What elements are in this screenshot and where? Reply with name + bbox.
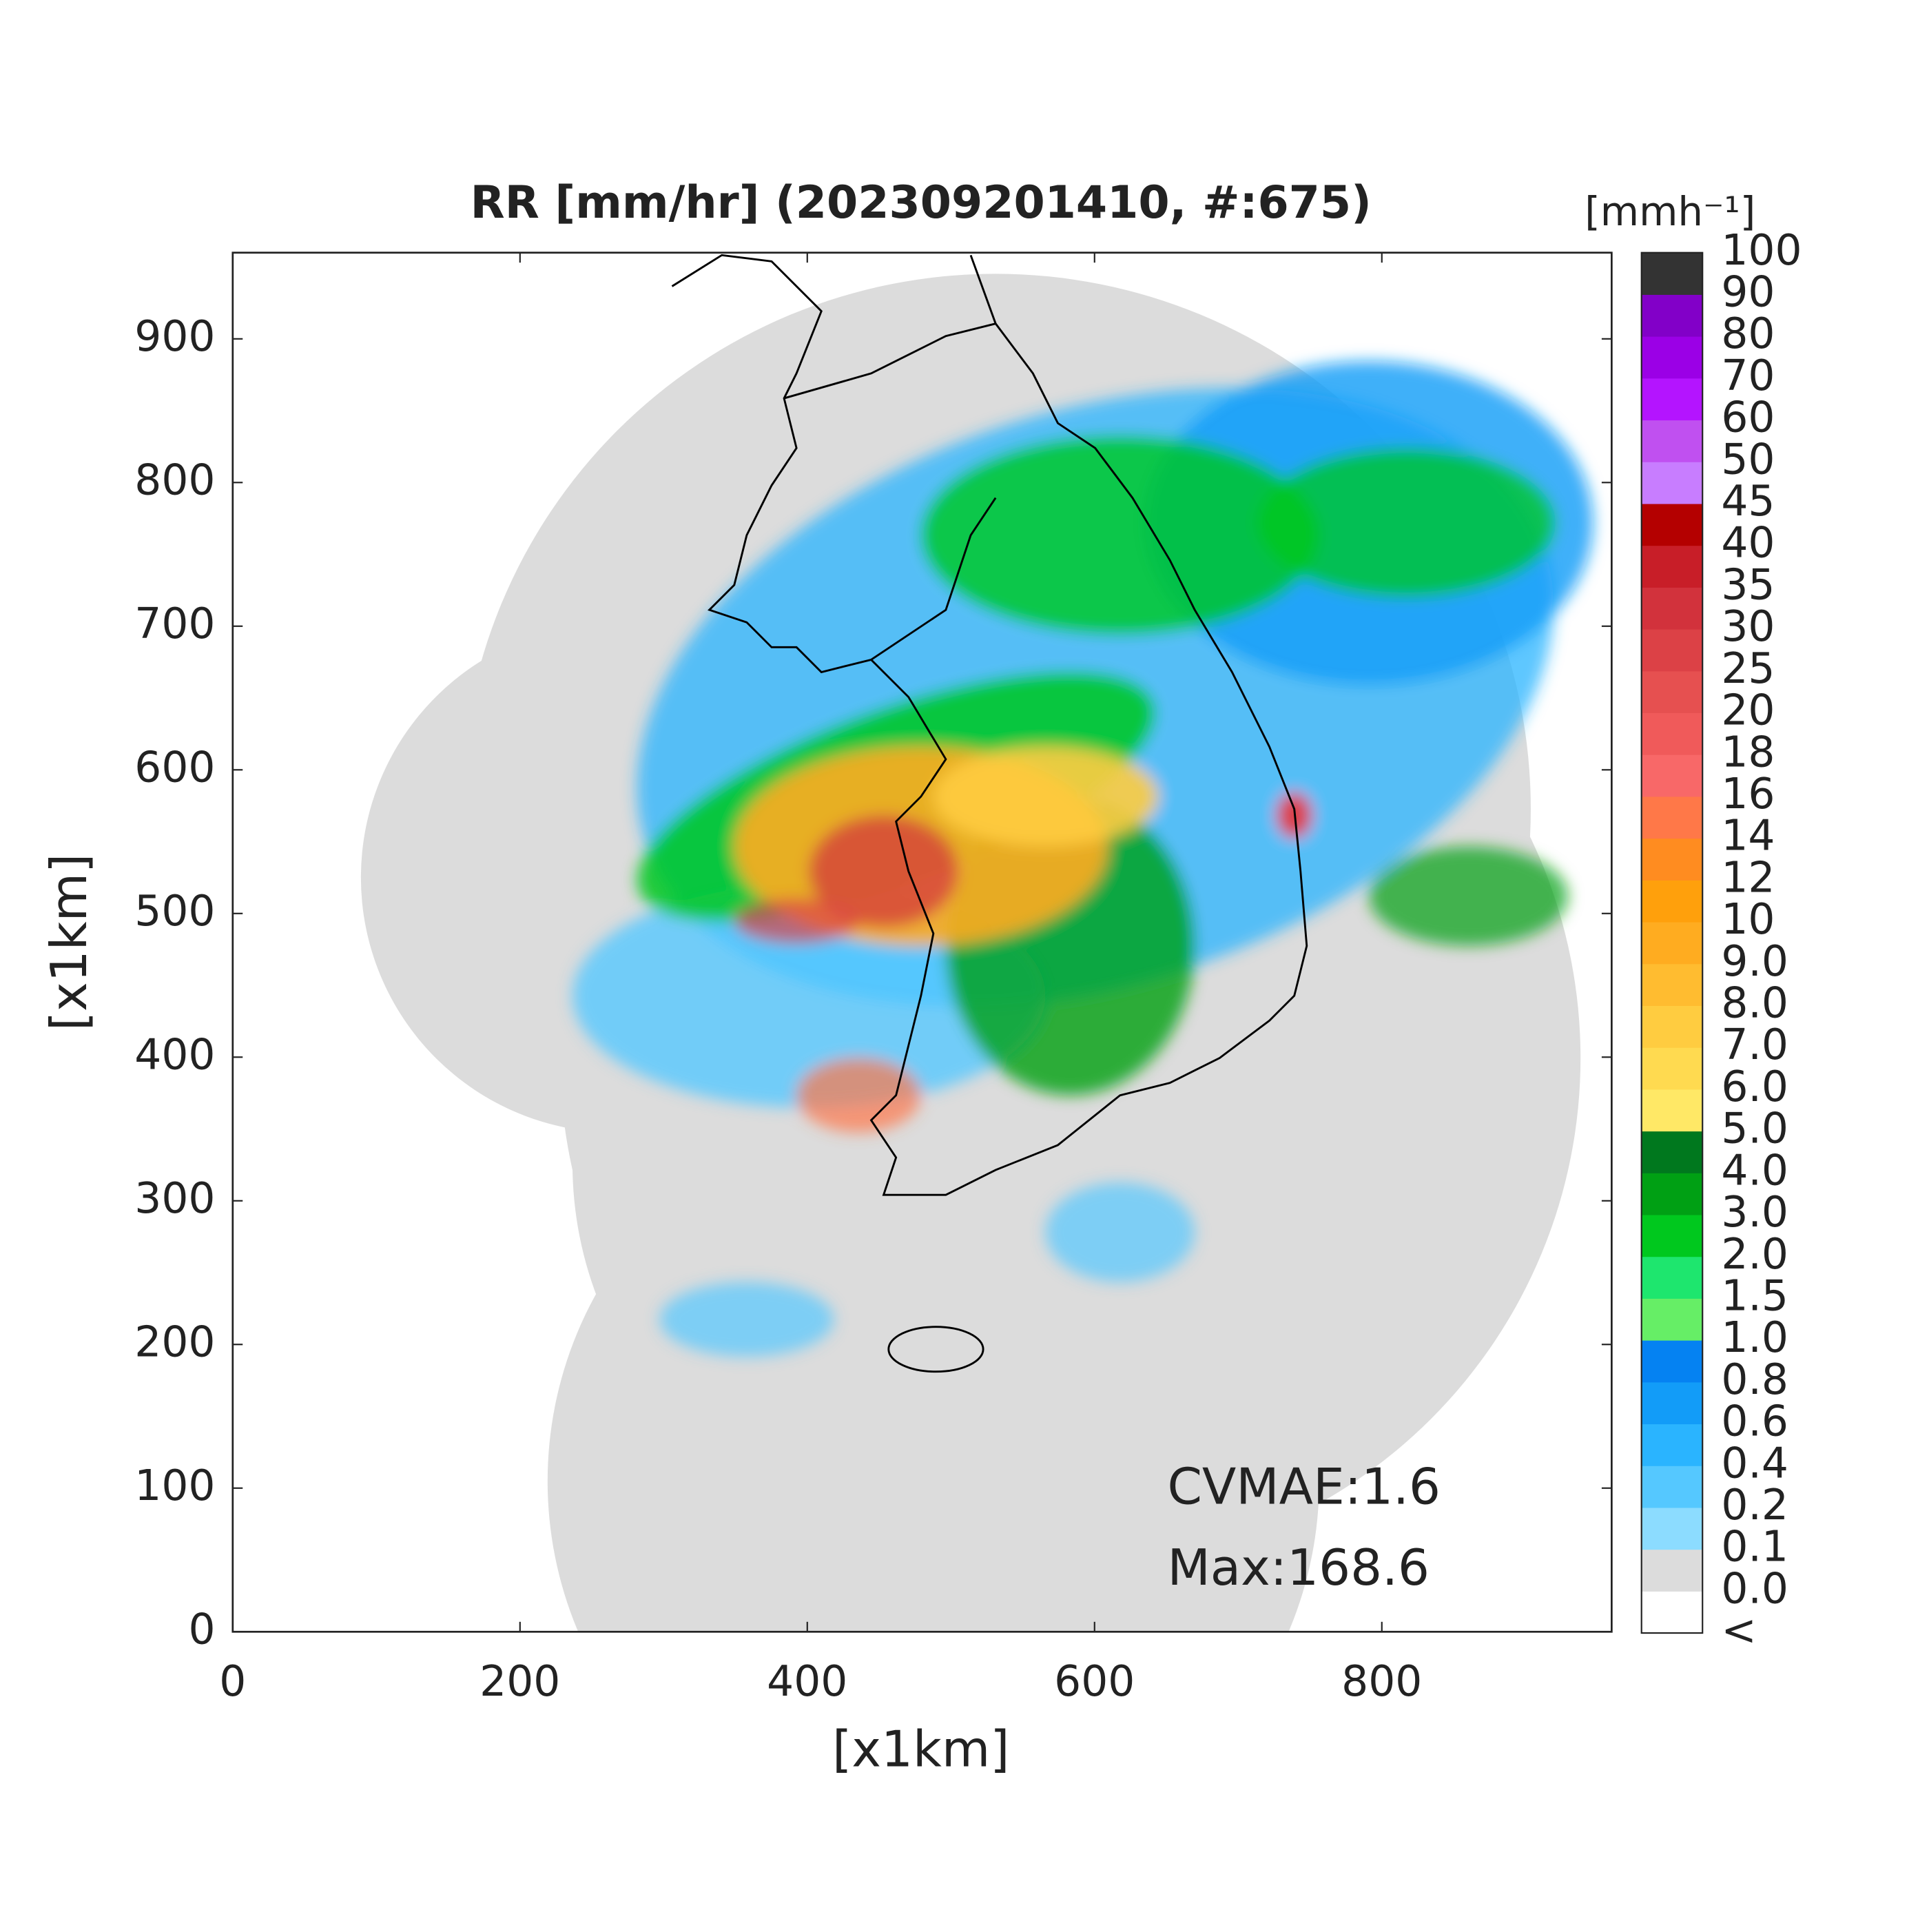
x-tick-label: 0 (219, 1657, 246, 1706)
colorbar-label: 3.0 (1721, 1188, 1788, 1237)
colorbar-label: 70 (1721, 351, 1775, 400)
colorbar-label: 0.2 (1721, 1481, 1788, 1530)
y-axis-label: [x1km] (41, 854, 99, 1031)
colorbar-label: 100 (1721, 226, 1802, 275)
colorbar-swatch (1641, 1298, 1703, 1341)
colorbar-label: 25 (1721, 644, 1775, 693)
colorbar-swatch (1641, 880, 1703, 923)
colorbar-title: [mmh⁻¹] (1585, 188, 1755, 235)
colorbar-swatch (1641, 922, 1703, 965)
colorbar-label: 0.6 (1721, 1397, 1788, 1446)
colorbar-swatch (1641, 712, 1703, 755)
colorbar-label: 40 (1721, 519, 1775, 568)
colorbar-swatch (1641, 1591, 1703, 1634)
colorbar-label: 80 (1721, 309, 1775, 358)
colorbar-label: 30 (1721, 602, 1775, 651)
colorbar-frame (1640, 251, 1704, 1634)
colorbar-label: 12 (1721, 853, 1775, 902)
colorbar-swatch (1641, 294, 1703, 337)
colorbar-swatch (1641, 1089, 1703, 1132)
y-tick-label: 700 (134, 599, 215, 648)
precipitation (572, 360, 1593, 1357)
coastline (671, 254, 1308, 1196)
annotation: CVMAE:1.6 (1167, 1458, 1441, 1516)
colorbar-swatch (1641, 754, 1703, 797)
colorbar-label: 90 (1721, 267, 1775, 316)
y-tick-label: 600 (134, 743, 215, 792)
colorbar-swatch (1641, 1466, 1703, 1508)
jeju-coastline (887, 1326, 984, 1373)
colorbar-swatch (1641, 503, 1703, 546)
colorbar-label: 10 (1721, 895, 1775, 944)
colorbar-label: 20 (1721, 686, 1775, 735)
colorbar-swatch (1641, 670, 1703, 714)
colorbar-swatch (1641, 462, 1703, 504)
y-tick-label: 400 (134, 1030, 215, 1079)
chart-title: RR [mm/hr] (202309201410, #:675) (471, 177, 1372, 229)
y-tick-label: 800 (134, 455, 215, 504)
y-tick-label: 500 (134, 887, 215, 936)
colorbar-label: 6.0 (1721, 1062, 1788, 1111)
colorbar-label: 50 (1721, 435, 1775, 484)
x-tick-label: 400 (767, 1657, 847, 1706)
annotation: Max:168.6 (1167, 1539, 1430, 1597)
colorbar-swatch (1641, 1214, 1703, 1257)
colorbar-label: 2.0 (1721, 1230, 1788, 1279)
colorbar-swatch (1641, 1381, 1703, 1425)
colorbar-swatch (1641, 629, 1703, 672)
colorbar-swatch (1641, 545, 1703, 588)
colorbar-swatch (1641, 1005, 1703, 1048)
x-tick-label: 200 (479, 1657, 560, 1706)
colorbar-swatch (1641, 420, 1703, 462)
colorbar-label: 0.8 (1721, 1355, 1788, 1404)
colorbar-label: 1.0 (1721, 1313, 1788, 1362)
plot-frame (231, 251, 1613, 1633)
radar-field (360, 254, 1593, 1632)
colorbar-swatch (1641, 1424, 1703, 1466)
colorbar-label: 18 (1721, 728, 1775, 777)
colorbar-swatch (1641, 1507, 1703, 1550)
colorbar-swatch (1641, 1340, 1703, 1383)
colorbar-swatch (1641, 378, 1703, 421)
colorbar-label: 35 (1721, 560, 1775, 609)
colorbar-swatch (1641, 587, 1703, 630)
colorbar-label: 45 (1721, 477, 1775, 526)
y-tick-label: 900 (134, 312, 215, 361)
colorbar-swatch (1641, 796, 1703, 839)
y-tick-label: 300 (134, 1174, 215, 1223)
y-tick-label: 200 (134, 1317, 215, 1366)
colorbar-label: 0.1 (1721, 1523, 1788, 1572)
colorbar-label: 5.0 (1721, 1104, 1788, 1153)
colorbar-label: 14 (1721, 812, 1775, 861)
x-tick-label: 600 (1054, 1657, 1135, 1706)
y-tick-label: 0 (188, 1605, 215, 1654)
x-tick-label: 800 (1341, 1657, 1422, 1706)
colorbar-swatch (1641, 252, 1703, 295)
colorbar-label: 8.0 (1721, 979, 1788, 1028)
colorbar-label: < (1721, 1606, 1756, 1655)
colorbar-label: 1.5 (1721, 1271, 1788, 1320)
colorbar-label: 16 (1721, 770, 1775, 819)
colorbar-label: 0.0 (1721, 1564, 1788, 1613)
colorbar-swatch (1641, 336, 1703, 379)
colorbar-label: 60 (1721, 393, 1775, 442)
colorbar-swatch (1641, 838, 1703, 881)
colorbar-swatch (1641, 1173, 1703, 1215)
colorbar-swatch (1641, 1131, 1703, 1173)
y-tick-label: 100 (134, 1461, 215, 1510)
colorbar-label: 7.0 (1721, 1020, 1788, 1069)
colorbar-swatch (1641, 1047, 1703, 1090)
colorbar-swatch (1641, 1256, 1703, 1299)
colorbar-swatch (1641, 1549, 1703, 1592)
colorbar-label: 4.0 (1721, 1146, 1788, 1195)
colorbar-swatch (1641, 963, 1703, 1006)
colorbar-label: 9.0 (1721, 937, 1788, 986)
colorbar-label: 0.4 (1721, 1439, 1788, 1488)
x-axis-label: [x1km] (832, 1720, 1009, 1778)
